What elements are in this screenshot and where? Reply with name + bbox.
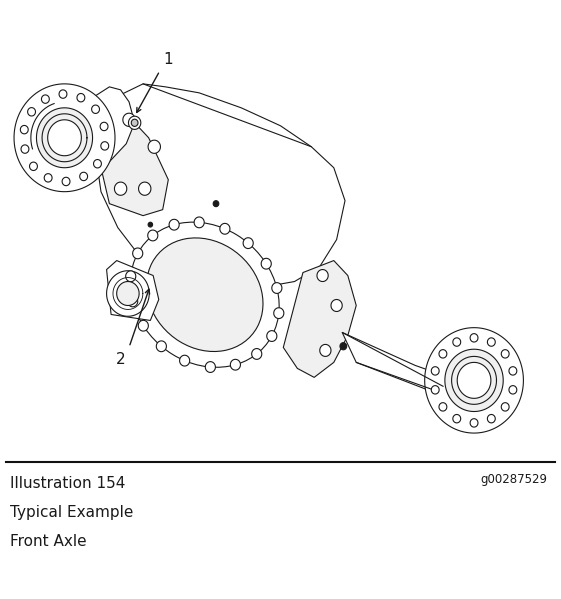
Polygon shape [180,355,190,366]
Polygon shape [445,349,503,412]
Polygon shape [101,142,109,150]
Polygon shape [470,334,478,342]
Polygon shape [457,362,491,398]
Polygon shape [148,222,153,227]
Polygon shape [66,87,135,174]
Polygon shape [59,90,67,98]
Polygon shape [157,341,167,352]
Polygon shape [21,145,29,153]
Text: Illustration 154: Illustration 154 [10,476,126,491]
Polygon shape [470,419,478,427]
Polygon shape [283,261,356,377]
Polygon shape [194,217,204,228]
Polygon shape [317,270,328,282]
Polygon shape [439,350,447,358]
Text: Typical Example: Typical Example [10,505,134,520]
Polygon shape [267,331,277,341]
Polygon shape [231,359,241,370]
Polygon shape [94,159,102,168]
Polygon shape [148,140,160,153]
Polygon shape [272,283,282,294]
Polygon shape [320,344,331,356]
Text: 2: 2 [116,352,126,367]
Polygon shape [36,108,93,168]
Polygon shape [274,308,284,319]
Polygon shape [20,125,28,134]
Polygon shape [431,386,439,394]
Polygon shape [205,362,215,373]
Polygon shape [252,349,262,359]
Polygon shape [95,84,345,288]
Text: g00287529: g00287529 [480,473,547,486]
Polygon shape [44,174,52,182]
Polygon shape [453,415,461,423]
Polygon shape [101,99,168,216]
Polygon shape [213,201,219,207]
Polygon shape [502,403,509,411]
Polygon shape [123,113,135,126]
Polygon shape [128,116,141,129]
Polygon shape [117,282,139,305]
Polygon shape [340,343,347,350]
Polygon shape [509,367,517,375]
Text: Front Axle: Front Axle [10,534,87,549]
Polygon shape [80,173,88,181]
Polygon shape [169,219,179,230]
Polygon shape [148,230,158,241]
Polygon shape [42,95,49,103]
Polygon shape [77,93,85,102]
Polygon shape [91,105,99,113]
Polygon shape [331,300,342,311]
Polygon shape [502,350,509,358]
Polygon shape [127,296,137,307]
Polygon shape [114,182,127,195]
Polygon shape [488,415,495,423]
Polygon shape [138,320,148,331]
Polygon shape [261,258,272,269]
Polygon shape [488,338,495,346]
Polygon shape [425,328,523,433]
Text: 1: 1 [163,52,173,68]
Polygon shape [139,182,151,195]
Polygon shape [100,122,108,131]
Polygon shape [132,248,142,259]
Polygon shape [62,177,70,186]
Polygon shape [439,403,447,411]
Polygon shape [243,238,253,249]
Polygon shape [27,108,35,116]
Polygon shape [220,223,230,234]
Polygon shape [107,261,159,320]
Ellipse shape [146,238,263,352]
Polygon shape [48,120,81,156]
Polygon shape [14,84,115,192]
Polygon shape [131,119,138,126]
Polygon shape [453,338,461,346]
Polygon shape [509,386,517,394]
Polygon shape [30,162,38,171]
Polygon shape [431,367,439,375]
Polygon shape [107,271,149,316]
Polygon shape [126,271,136,282]
Polygon shape [342,332,443,392]
Ellipse shape [130,222,279,367]
